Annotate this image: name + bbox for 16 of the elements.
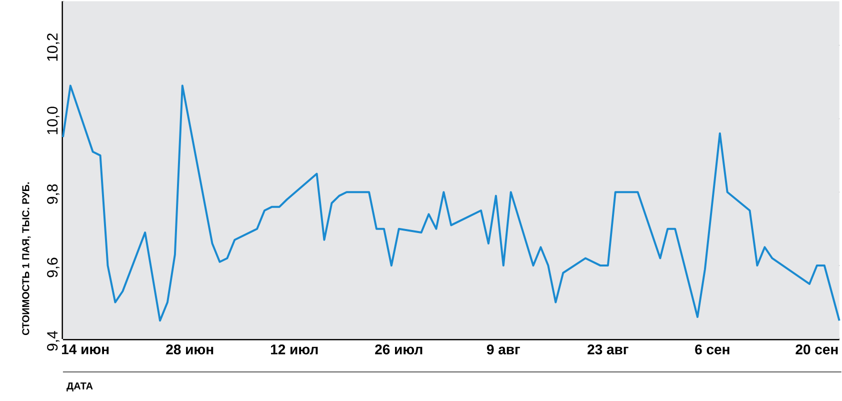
- y-tick-label: 9,6: [47, 258, 60, 278]
- y-tick-label: 9,4: [47, 331, 60, 351]
- y-axis-title: СТОИМОСТЬ 1 ПАЯ, ТЫС. РУБ.: [22, 182, 31, 336]
- x-tick-label: 9 авг: [486, 344, 520, 354]
- x-tick-label: 12 июл: [270, 344, 318, 354]
- y-tick-label: 10,0: [47, 106, 60, 134]
- y-tick-label: 10,2: [47, 33, 60, 61]
- x-tick-label: 6 сен: [695, 344, 730, 354]
- x-tick-label: 26 июл: [375, 344, 422, 354]
- line-series: [62, 84, 840, 322]
- x-tick-label: 14 июн: [62, 344, 109, 354]
- y-tick-label: 9,8: [47, 184, 60, 204]
- x-tick-label: 23 авг: [588, 344, 628, 354]
- x-tick-label: 20 сен: [796, 344, 838, 354]
- x-axis-title: ДАТА: [66, 382, 93, 392]
- x-tick-label: 28 июн: [166, 344, 214, 354]
